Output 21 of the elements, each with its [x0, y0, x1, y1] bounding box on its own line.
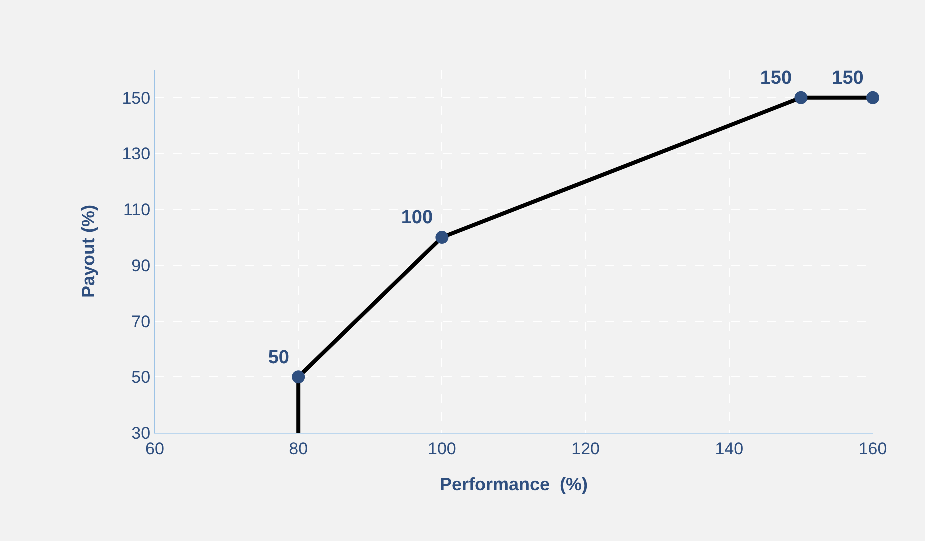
- y-tick-label: 130: [122, 144, 151, 164]
- point: [866, 91, 880, 104]
- x-tick-label: 80: [289, 439, 308, 458]
- y-axis-title: Payout (%): [78, 204, 98, 298]
- y-tick-label: 90: [132, 256, 151, 276]
- x-tick-label: 100: [428, 439, 456, 458]
- point: [292, 370, 306, 384]
- y-tick-label: 110: [123, 200, 151, 220]
- x-tick-label: 140: [715, 439, 744, 458]
- data-label: 100: [401, 208, 434, 229]
- point: [794, 91, 808, 104]
- point: [436, 231, 449, 244]
- x-tick-label: 160: [858, 439, 888, 458]
- data-label: 150: [832, 68, 864, 90]
- x-axis-title: Performance (%): [440, 474, 588, 494]
- y-tick-label: 70: [132, 312, 151, 332]
- x-tick-label: 120: [572, 439, 600, 458]
- y-tick-label: 150: [122, 88, 151, 108]
- y-tick-label: 50: [132, 368, 151, 388]
- data-label: 50: [268, 347, 290, 368]
- data-label: 150: [760, 68, 792, 90]
